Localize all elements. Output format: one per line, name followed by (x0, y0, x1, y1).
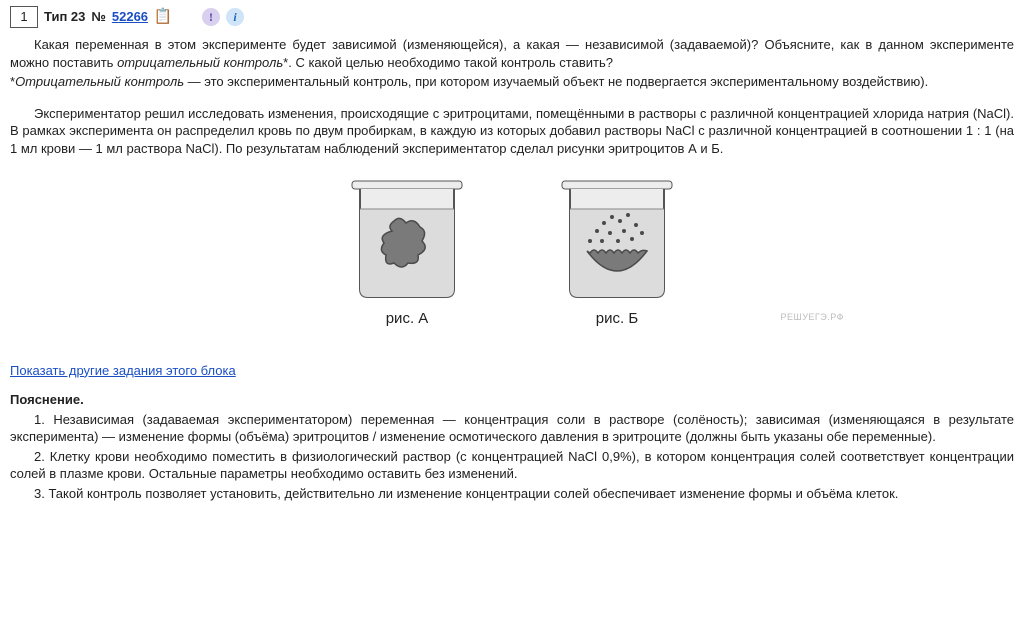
beaker-a-svg (332, 171, 482, 301)
show-other-tasks-link[interactable]: Показать другие задания этого блока (10, 362, 236, 380)
q2-em: Отрицательный контроль (15, 74, 184, 89)
folder-icon[interactable]: 📋 (154, 8, 172, 26)
explanation-title: Пояснение. (10, 391, 1014, 409)
info-icon[interactable]: i (226, 8, 244, 26)
beaker-b-svg (542, 171, 692, 301)
watermark-text: РЕШУЕГЭ.РФ (780, 311, 844, 323)
figure-a-label: рис. А (386, 309, 429, 329)
question-p2: *Отрицательный контроль — это эксперимен… (10, 73, 1014, 91)
explanation-p2: 2. Клетку крови необходимо поместить в ф… (10, 448, 1014, 483)
figures-row: рис. А рис. Б РЕШУЕГЭ.РФ (10, 171, 1014, 329)
question-p1: Какая переменная в этом эксперименте буд… (10, 36, 1014, 71)
figure-a: рис. А (332, 171, 482, 329)
gray-dot-icon[interactable] (178, 8, 196, 26)
figure-b-label: рис. Б (596, 309, 638, 329)
explanation-p1: 1. Независимая (задаваемая экспериментат… (10, 411, 1014, 446)
q1-part-b: *. С какой целью необходимо такой контро… (283, 55, 613, 70)
exclamation-icon[interactable]: ! (202, 8, 220, 26)
q1-em: отрицательный контроль (117, 55, 283, 70)
task-num-symbol: № (91, 8, 106, 26)
figure-b: рис. Б (542, 171, 692, 329)
explanation-p3: 3. Такой контроль позволяет установить, … (10, 485, 1014, 503)
task-number: 1 (20, 8, 27, 26)
q2-part-b: — это экспериментальный контроль, при ко… (184, 74, 928, 89)
task-id-link[interactable]: 52266 (112, 8, 148, 26)
task-number-box: 1 (10, 6, 38, 28)
task-header: 1 Тип 23 № 52266 📋 ! i (10, 6, 1014, 28)
question-p3: Экспериментатор решил исследовать измене… (10, 105, 1014, 158)
task-type-label: Тип 23 (44, 8, 85, 26)
